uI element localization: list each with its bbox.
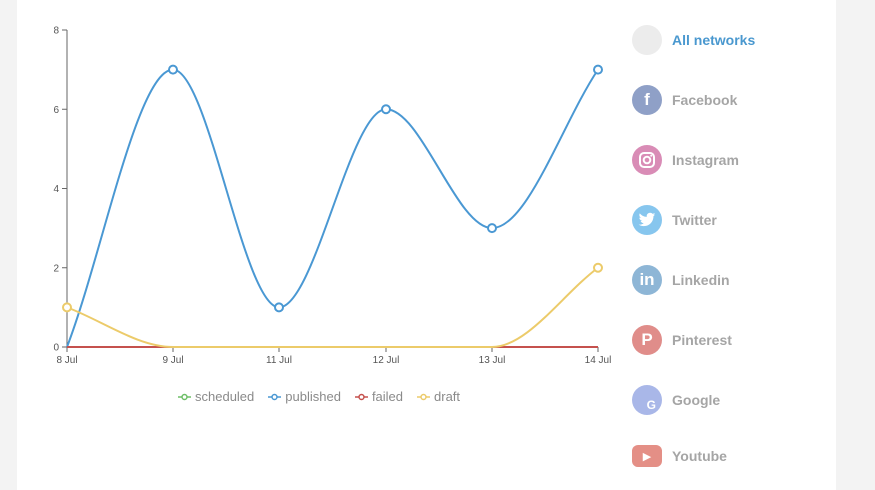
network-item-facebook[interactable]: f Facebook xyxy=(632,85,832,115)
network-label: Youtube xyxy=(672,448,727,464)
legend-item-draft[interactable]: draft xyxy=(417,389,460,404)
y-tick-label: 8 xyxy=(53,26,59,37)
twitter-icon xyxy=(632,205,662,235)
network-label: Google xyxy=(672,392,721,408)
data-point-published[interactable] xyxy=(487,223,497,234)
legend-item-scheduled[interactable]: scheduled xyxy=(178,389,254,404)
chart-series-points xyxy=(62,64,603,313)
legend-marker-published xyxy=(268,393,282,400)
linkedin-icon: in xyxy=(632,265,662,295)
legend-item-failed[interactable]: failed xyxy=(354,389,404,404)
all-networks-icon xyxy=(632,25,662,55)
network-item-youtube[interactable]: ▶ Youtube xyxy=(632,441,832,471)
legend-marker-scheduled xyxy=(178,393,191,400)
chart-series-lines xyxy=(66,68,599,349)
data-point-draft[interactable] xyxy=(593,262,603,273)
posts-line-chart: 0 2 4 6 8 8 Jul 9 Jul 11 Jul 12 Jul 13 Jul 14 Jul xyxy=(53,26,611,367)
network-label: Twitter xyxy=(672,212,717,228)
data-point-published[interactable] xyxy=(381,104,391,115)
legend-item-published[interactable]: published xyxy=(268,389,341,404)
network-label: Linkedin xyxy=(672,272,730,288)
network-item-all-networks[interactable]: All networks xyxy=(632,25,832,55)
x-tick-label: 14 Jul xyxy=(585,355,612,366)
data-point-published[interactable] xyxy=(593,64,603,75)
network-label: Instagram xyxy=(672,152,739,168)
youtube-icon: ▶ xyxy=(632,445,662,467)
x-tick-label: 8 Jul xyxy=(56,355,77,366)
y-tick-label: 2 xyxy=(53,263,59,274)
x-tick-label: 9 Jul xyxy=(162,355,183,366)
x-tick-label: 11 Jul xyxy=(266,355,292,366)
data-point-published[interactable] xyxy=(168,64,178,75)
pinterest-icon: P xyxy=(632,325,662,355)
y-tick-label: 4 xyxy=(53,184,59,195)
chart-axes: 0 2 4 6 8 8 Jul 9 Jul 11 Jul 12 Jul 13 Jul 14 Jul xyxy=(53,26,611,367)
network-item-linkedin[interactable]: in Linkedin xyxy=(632,265,832,295)
data-point-draft[interactable] xyxy=(62,302,72,313)
facebook-icon: f xyxy=(632,85,662,115)
chart-legend: scheduled published failed draft xyxy=(178,389,460,404)
network-item-twitter[interactable]: Twitter xyxy=(632,205,832,235)
legend-marker-failed xyxy=(354,393,368,400)
series-line-draft xyxy=(66,266,599,349)
legend-label: published xyxy=(285,389,341,404)
x-tick-label: 12 Jul xyxy=(373,355,400,366)
data-point-published[interactable] xyxy=(274,302,284,313)
legend-marker-draft xyxy=(417,393,431,400)
legend-label: failed xyxy=(371,389,404,404)
network-item-google[interactable]: G Google xyxy=(632,385,832,415)
x-tick-label: 13 Jul xyxy=(479,355,506,366)
legend-label: scheduled xyxy=(195,389,255,404)
instagram-icon xyxy=(632,145,662,175)
series-line-published xyxy=(66,68,599,348)
network-item-instagram[interactable]: Instagram xyxy=(632,145,832,175)
network-label: Pinterest xyxy=(672,332,732,348)
network-item-pinterest[interactable]: P Pinterest xyxy=(632,325,832,355)
legend-label: draft xyxy=(434,389,461,404)
network-label: All networks xyxy=(672,32,756,48)
y-tick-label: 6 xyxy=(53,105,59,116)
network-label: Facebook xyxy=(672,92,738,108)
analytics-card xyxy=(17,0,836,490)
y-tick-label: 0 xyxy=(53,343,59,354)
google-icon: G xyxy=(632,385,662,415)
